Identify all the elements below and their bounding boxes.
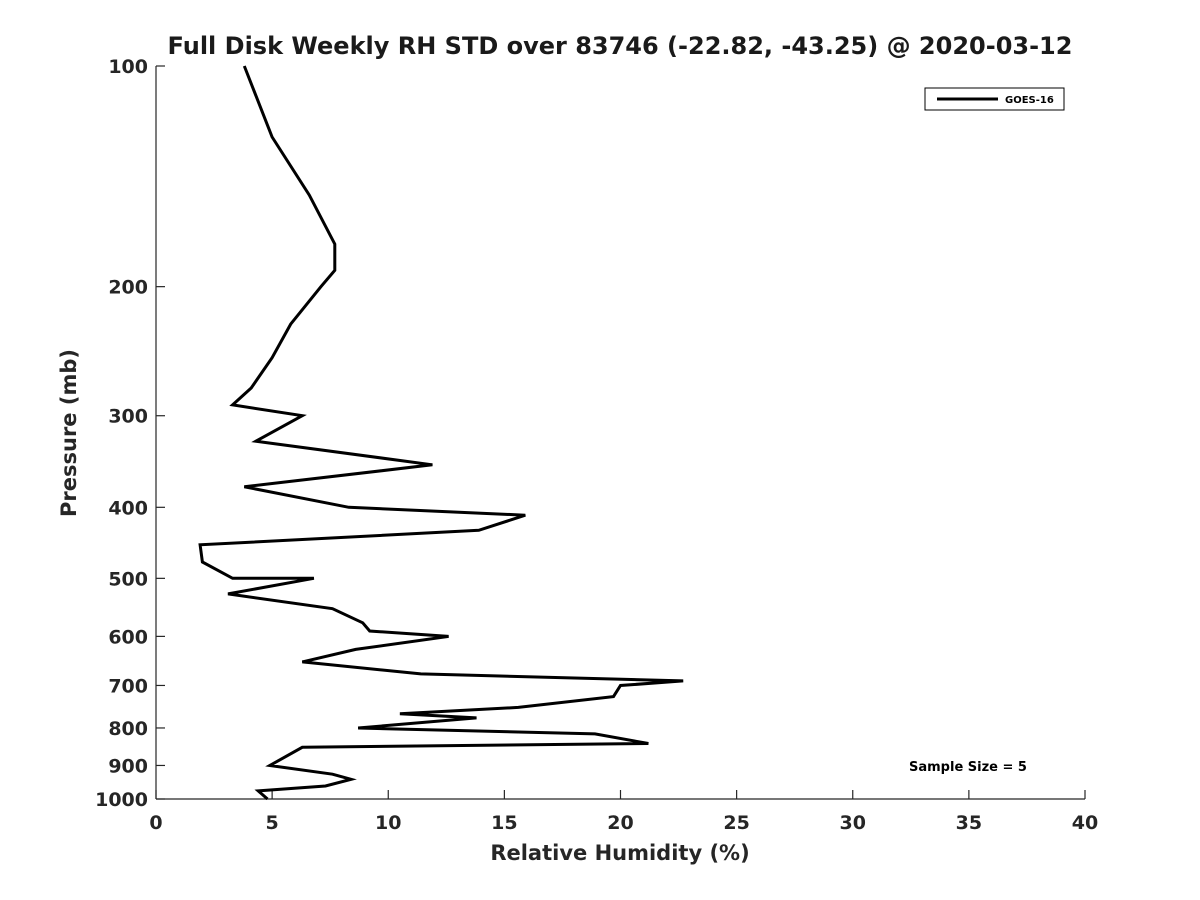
x-tick-label: 10: [375, 812, 401, 834]
y-tick-label: 700: [108, 675, 148, 697]
x-tick-label: 20: [607, 812, 633, 834]
x-axis-ticks: 0 5 10 15 20 25 30 35 40: [149, 790, 1098, 834]
x-tick-label: 30: [840, 812, 866, 834]
y-tick-label: 1000: [95, 789, 148, 811]
series-layer: [198, 65, 684, 801]
chart-title: Full Disk Weekly RH STD over 83746 (-22.…: [168, 32, 1073, 60]
sample-size-annotation: Sample Size = 5: [909, 760, 1027, 775]
x-tick-label: 40: [1072, 812, 1098, 834]
y-tick-label: 800: [108, 718, 148, 740]
x-tick-label: 25: [723, 812, 749, 834]
y-axis-ticks: 100 200 300 400 500 600 700 800 900 1000: [95, 56, 165, 811]
x-axis-label: Relative Humidity (%): [490, 841, 749, 865]
x-tick-label: 35: [956, 812, 982, 834]
y-tick-label: 200: [108, 277, 148, 299]
legend-label-goes-16: GOES-16: [1005, 95, 1054, 106]
y-tick-label: 100: [108, 56, 148, 78]
y-tick-label: 300: [108, 406, 148, 428]
y-tick-label: 400: [108, 497, 148, 519]
y-tick-label: 600: [108, 626, 148, 648]
x-tick-label: 15: [491, 812, 517, 834]
y-axis-label: Pressure (mb): [57, 349, 81, 517]
y-tick-label: 900: [108, 755, 148, 777]
legend: GOES-16: [924, 87, 1065, 111]
series-line-goes-16: [198, 65, 684, 801]
y-tick-label: 500: [108, 568, 148, 590]
x-tick-label: 0: [149, 812, 162, 834]
x-tick-label: 5: [266, 812, 279, 834]
